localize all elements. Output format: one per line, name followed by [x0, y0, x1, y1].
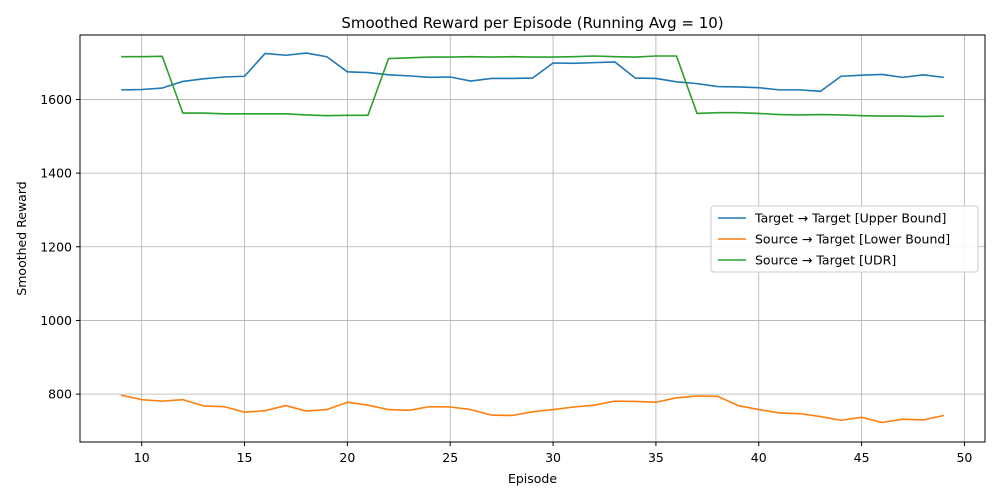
y-tick-label: 1600	[40, 92, 72, 107]
y-axis-label: Smoothed Reward	[14, 181, 29, 295]
series-line-2	[120, 394, 945, 424]
legend-label: Target → Target [Upper Bound]	[754, 211, 946, 226]
y-tick-label: 800	[48, 387, 72, 402]
x-tick-label: 40	[751, 450, 767, 465]
y-tick-label: 1000	[40, 313, 72, 328]
grid	[80, 35, 985, 442]
legend-label: Source → Target [Lower Bound]	[755, 232, 950, 247]
chart-title: Smoothed Reward per Episode (Running Avg…	[341, 14, 723, 32]
x-tick-label: 30	[545, 450, 561, 465]
x-tick-label: 15	[237, 450, 253, 465]
x-tick-label: 35	[648, 450, 664, 465]
series-line-3	[121, 55, 944, 118]
legend-label: Source → Target [UDR]	[755, 253, 896, 268]
x-tick-label: 20	[339, 450, 355, 465]
legend: Target → Target [Upper Bound] Source → Ta…	[710, 205, 979, 273]
series-line-1	[121, 52, 944, 93]
y-tick-label: 1400	[40, 166, 72, 181]
x-tick-label: 45	[854, 450, 870, 465]
x-axis-ticks: 10 15 20 25 30 35 40 45 50	[134, 442, 972, 465]
x-axis-label: Episode	[508, 471, 557, 486]
x-tick-label: 25	[442, 450, 458, 465]
plot-frame	[79, 34, 986, 443]
series-lines	[120, 52, 945, 424]
x-tick-label: 50	[956, 450, 972, 465]
y-tick-label: 1200	[40, 239, 72, 254]
y-axis-ticks: 800 1000 1200 1400 1600	[40, 92, 80, 402]
legend-box	[710, 205, 979, 273]
x-tick-label: 10	[134, 450, 150, 465]
